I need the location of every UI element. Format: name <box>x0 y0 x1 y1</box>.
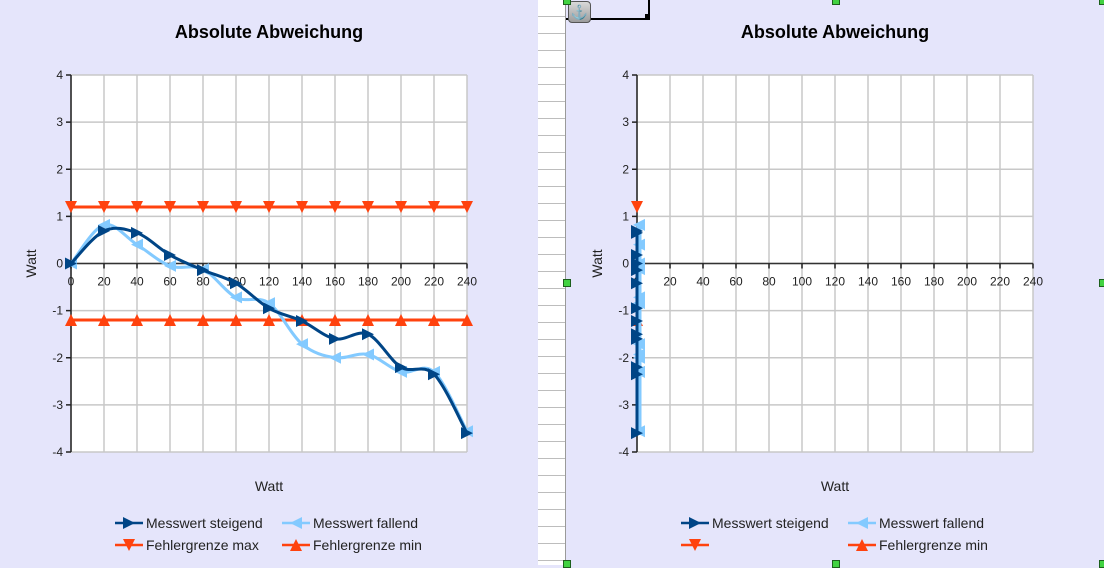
svg-text:Messwert fallend: Messwert fallend <box>313 515 418 531</box>
svg-text:220: 220 <box>424 275 444 289</box>
chart-title: Absolute Abweichung <box>174 22 364 42</box>
anchor-icon[interactable]: ⚓ <box>568 1 591 23</box>
svg-text:-4: -4 <box>52 445 63 459</box>
svg-text:20: 20 <box>97 275 111 289</box>
svg-text:Fehlergrenze min: Fehlergrenze min <box>313 537 422 553</box>
chart-title: Absolute Abweichung <box>740 22 930 42</box>
svg-text:-1: -1 <box>618 304 629 318</box>
resize-handle-top-right[interactable] <box>1099 0 1104 5</box>
svg-text:4: 4 <box>56 68 63 82</box>
svg-text:Watt: Watt <box>821 478 849 494</box>
svg-text:200: 200 <box>391 275 411 289</box>
svg-text:Watt: Watt <box>255 478 283 494</box>
svg-text:200: 200 <box>957 275 977 289</box>
svg-text:0: 0 <box>56 257 63 271</box>
svg-text:0: 0 <box>622 257 629 271</box>
svg-text:-2: -2 <box>618 351 629 365</box>
svg-text:60: 60 <box>729 275 743 289</box>
resize-handle-right[interactable] <box>1099 279 1104 287</box>
svg-text:20: 20 <box>663 275 677 289</box>
left-chart[interactable]: Absolute Abweichung -4 -3 -2 -1 0 1 2 3 4 0 20 40 60… <box>0 0 538 565</box>
svg-text:2: 2 <box>622 162 629 176</box>
spreadsheet-cells-strip[interactable] <box>538 0 566 565</box>
svg-text:2: 2 <box>56 162 63 176</box>
resize-handle-left[interactable] <box>563 279 571 287</box>
svg-text:180: 180 <box>358 275 378 289</box>
right-chart[interactable]: Absolute Abweichung -4-3-2-1012340204060… <box>566 0 1104 565</box>
svg-text:4: 4 <box>622 68 629 82</box>
resize-handle-bottom-right[interactable] <box>1099 560 1104 568</box>
svg-text:80: 80 <box>762 275 776 289</box>
svg-text:3: 3 <box>56 115 63 129</box>
svg-text:Fehlergrenze min: Fehlergrenze min <box>879 537 988 553</box>
svg-text:-2: -2 <box>52 351 63 365</box>
svg-text:240: 240 <box>457 275 477 289</box>
svg-text:180: 180 <box>924 275 944 289</box>
svg-text:140: 140 <box>292 275 312 289</box>
svg-text:40: 40 <box>696 275 710 289</box>
svg-text:100: 100 <box>792 275 812 289</box>
svg-text:140: 140 <box>858 275 878 289</box>
svg-text:0: 0 <box>68 275 75 289</box>
svg-text:-3: -3 <box>52 398 63 412</box>
svg-text:-1: -1 <box>52 304 63 318</box>
selection-frame <box>566 0 650 20</box>
svg-text:40: 40 <box>130 275 144 289</box>
svg-text:120: 120 <box>259 275 279 289</box>
svg-text:1: 1 <box>622 209 629 223</box>
svg-text:Messwert steigend: Messwert steigend <box>146 515 263 531</box>
svg-text:240: 240 <box>1023 275 1043 289</box>
selection-handle[interactable] <box>645 14 650 19</box>
right-chart-plot: -4-3-2-101234020406080100120140160180200… <box>589 68 1043 553</box>
svg-text:Watt: Watt <box>589 249 605 277</box>
svg-text:120: 120 <box>825 275 845 289</box>
svg-text:Watt: Watt <box>23 249 39 277</box>
svg-text:Messwert steigend: Messwert steigend <box>712 515 829 531</box>
svg-text:60: 60 <box>163 275 177 289</box>
svg-text:-4: -4 <box>618 445 629 459</box>
resize-handle-top-left[interactable] <box>563 0 571 5</box>
resize-handle-bottom[interactable] <box>832 560 840 568</box>
left-chart-plot: -4-3-2-101234020406080100120140160180200… <box>23 68 477 553</box>
svg-text:1: 1 <box>56 209 63 223</box>
svg-text:80: 80 <box>196 275 210 289</box>
resize-handle-top[interactable] <box>832 0 840 5</box>
svg-text:3: 3 <box>622 115 629 129</box>
svg-text:Fehlergrenze max: Fehlergrenze max <box>146 537 259 553</box>
svg-text:Messwert fallend: Messwert fallend <box>879 515 984 531</box>
svg-text:-3: -3 <box>618 398 629 412</box>
svg-text:160: 160 <box>325 275 345 289</box>
resize-handle-bottom-left[interactable] <box>563 560 571 568</box>
svg-text:220: 220 <box>990 275 1010 289</box>
svg-text:160: 160 <box>891 275 911 289</box>
